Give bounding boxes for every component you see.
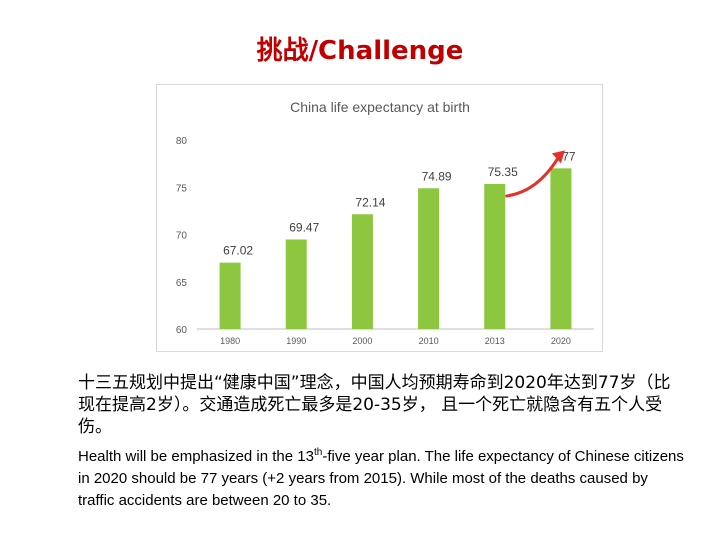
chart-title: China life expectancy at birth [290, 99, 470, 115]
life-expectancy-chart: China life expectancy at birth 60 65 70 75 8… [176, 99, 594, 346]
chinese-description: 十三五规划中提出“健康中国”理念，中国人均预期寿命到2020年达到77岁（比现在… [78, 373, 671, 437]
x-tick-label: 1990 [286, 336, 306, 346]
y-tick-label: 80 [176, 136, 188, 147]
english-description: Health will be emphasized in the 13th-fi… [78, 446, 688, 512]
y-tick-label: 70 [176, 231, 188, 242]
bar-1980 [219, 262, 241, 329]
arrow-head [551, 150, 565, 164]
bars [219, 168, 572, 329]
data-label: 72.14 [355, 195, 385, 209]
slide-title: 挑战/Challenge [256, 36, 464, 66]
bar-2020 [550, 168, 572, 329]
chart-frame: China life expectancy at birth 60 65 70 75 8… [156, 84, 603, 352]
x-tick-label: 1980 [220, 336, 240, 346]
y-axis: 60 65 70 75 80 [176, 136, 188, 336]
bar-labels: 67.02 69.47 72.14 74.89 75.35 77 [223, 149, 576, 257]
x-tick-label: 2013 [485, 336, 505, 346]
english-text-part2: -five year plan. The life expectancy of … [78, 448, 684, 509]
bar-1990 [285, 239, 307, 329]
data-label: 77 [562, 149, 576, 163]
arrow-shaft [505, 156, 560, 198]
bar-2000 [351, 214, 373, 329]
data-label: 75.35 [488, 165, 518, 179]
bar-2010 [418, 188, 440, 329]
data-label: 74.89 [422, 169, 452, 183]
x-tick-label: 2020 [551, 336, 571, 346]
y-tick-label: 65 [176, 278, 188, 289]
x-tick-label: 2000 [352, 336, 372, 346]
data-label: 69.47 [289, 221, 319, 235]
english-superscript: th [313, 447, 323, 458]
x-tick-label: 2010 [419, 336, 439, 346]
bar-2013 [484, 183, 506, 329]
trend-arrow [505, 150, 565, 198]
data-label: 67.02 [223, 244, 253, 258]
y-tick-label: 60 [176, 325, 188, 336]
y-tick-label: 75 [176, 183, 188, 194]
english-text-part1: Health will be emphasized in the 13 [78, 448, 314, 465]
x-axis: 1980 1990 2000 2010 2013 2020 [197, 328, 594, 346]
